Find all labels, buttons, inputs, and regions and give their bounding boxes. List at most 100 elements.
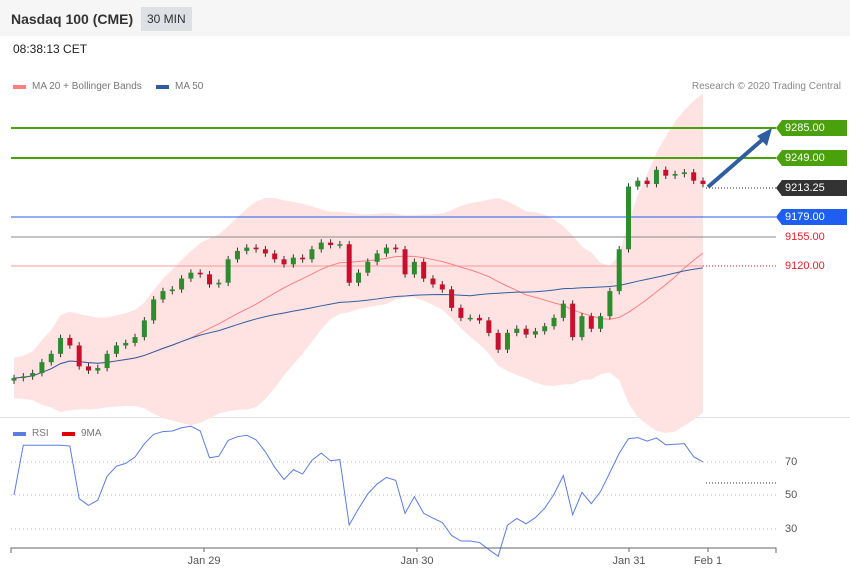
forecast-arrowhead [757,128,772,146]
legend-ma20-label: MA 20 + Bollinger Bands [32,81,142,92]
timestamp: 08:38:13 CET [13,42,88,56]
candle-body [207,274,213,285]
resistance-2-tag: 9285.00 [776,120,847,136]
timeframe-button[interactable]: 30 MIN [141,7,192,31]
pivot-tag: 9179.00 [776,209,847,225]
candle-body [672,174,678,176]
candle-body [76,345,82,367]
candle-body [653,169,659,185]
support-1-label: 9155.00 [785,231,825,243]
candle-body [486,320,492,333]
rsi-swatch [13,431,26,436]
candle-body [244,247,250,251]
candle-body [449,289,455,308]
candle-body [234,250,240,260]
candle-body [439,284,445,290]
candle-body [560,303,566,318]
candle-body [374,253,380,262]
candle-body [551,317,557,327]
candle-body [67,337,73,346]
candle-body [477,317,483,321]
legend-ma20: MA 20 + Bollinger Bands [13,81,142,92]
candle-body [272,253,278,260]
candle-body [11,378,17,381]
x-label-feb1: Feb 1 [693,555,723,567]
candle-body [253,247,259,250]
candle-body [160,291,166,300]
legend-ma50-label: MA 50 [175,81,204,92]
candle-body [467,317,473,320]
candle-body [104,353,110,369]
9ma-swatch [62,431,75,436]
candle-body [579,316,585,338]
forecast-arrow-shaft [706,138,764,189]
candle-body [132,337,138,343]
resistance-1-tag: 9249.00 [776,150,847,166]
candle-body [85,366,91,371]
candle-body [598,316,604,329]
candle-body [430,278,436,285]
candle-body [300,257,306,260]
candle-body [626,186,632,250]
candle-body [607,291,613,317]
candle-body [58,337,64,354]
candle-body [663,169,669,176]
candle-body [281,259,287,265]
candle-body [346,244,352,283]
candle-body [151,299,157,321]
candle-body [188,272,194,279]
candle-body [514,328,520,333]
legend-9ma: 9MA [62,428,102,439]
candle-body [458,307,464,318]
rsi-level-30: 30 [785,523,798,535]
candle-body [262,249,268,254]
candle-body [48,353,54,363]
candle-body [402,249,408,275]
candle-body [179,278,185,290]
legend-ma50: MA 50 [156,81,203,92]
candle-body [616,249,622,292]
legend-rsi: RSI [13,428,49,439]
candle-body [30,373,36,377]
rsi-line [13,425,704,558]
candle-body [20,376,26,379]
candle-body [523,328,529,335]
candle-body [700,180,706,185]
candle-body [197,272,203,275]
candle-body [225,259,231,283]
x-label-jan31: Jan 31 [612,555,646,567]
candle-body [588,316,594,329]
rsi-level-50: 50 [785,489,798,501]
candle-body [290,257,296,265]
candle-body [411,261,417,275]
ma50-line [13,267,704,379]
bollinger-band [14,93,703,434]
candle-body [532,331,538,335]
support-2-label: 9120.00 [785,260,825,272]
legend-rsi-label: RSI [32,428,49,439]
ma50-swatch [156,84,169,89]
candle-body [123,342,129,346]
candle-body [383,247,389,254]
candle-body [691,172,697,181]
x-axis [10,547,777,553]
candle-body [681,172,687,175]
candle-body [141,320,147,338]
candle-body [365,261,371,273]
legend-9ma-label: 9MA [81,428,102,439]
candle-body [635,180,641,187]
candle-body [504,332,510,350]
candle-body [421,261,427,279]
candle-body [95,368,101,371]
candle-body [570,303,576,338]
candle-body [113,345,119,354]
credit: Research © 2020 Trading Central [691,81,841,92]
candle-body [337,244,343,246]
x-label-jan30: Jan 30 [400,555,434,567]
instrument-title: Nasdaq 100 (CME) [11,11,134,27]
candle-body [216,282,222,285]
candle-body [328,242,334,246]
candle-body [644,180,650,185]
current-price-tag: 9213.25 [776,180,847,196]
